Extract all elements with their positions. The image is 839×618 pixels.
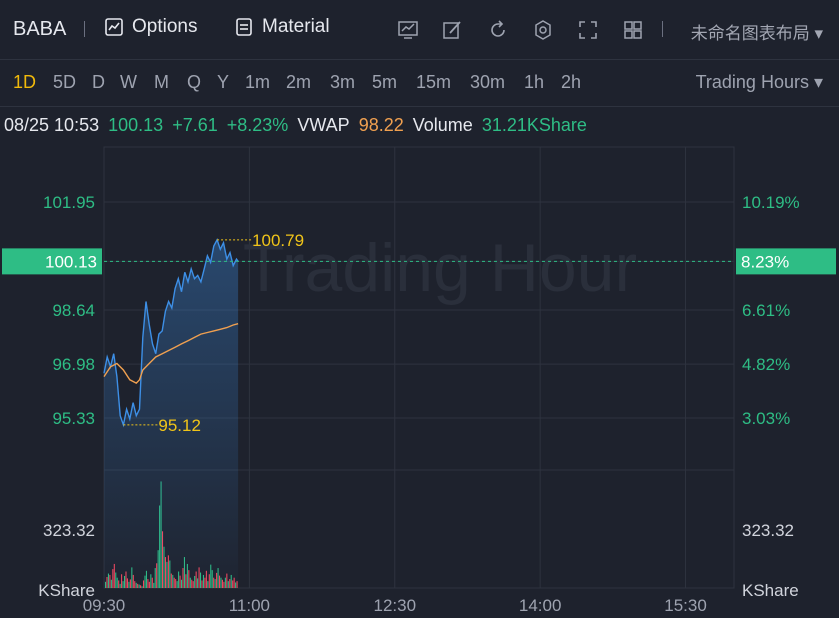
pct-tick-label: 6.61% [742,301,790,320]
draw-icon[interactable] [439,17,465,43]
volume-unit-left: KShare [38,581,95,600]
pct-tick-label: 3.03% [742,409,790,428]
options-chart-icon [105,18,123,36]
toolbar-divider [84,21,85,37]
current-price-label: 100.13 [45,252,97,271]
layout-grid-icon[interactable] [620,17,646,43]
period-1d[interactable]: 1D [13,72,37,92]
period-3m[interactable]: 3m [330,72,356,92]
time-tick-label: 11:00 [229,596,270,615]
vwap-value: 98.22 [358,115,404,135]
low-label: 95.12 [158,416,201,435]
time-tick-label: 14:00 [519,596,562,615]
top-toolbar: BABA Options Material 未命名图表布局 ▾ [0,0,839,60]
material-button[interactable]: Material [234,16,330,38]
undo-icon[interactable] [485,17,511,43]
price-area-fill [104,239,239,589]
period-m[interactable]: M [154,72,169,92]
time-tick-label: 09:30 [83,596,126,615]
period-5d[interactable]: 5D [53,72,77,92]
volume-label: Volume [412,115,473,135]
pct-tick-label: 4.82% [742,355,790,374]
fullscreen-icon[interactable] [575,17,601,43]
period-d[interactable]: D [92,72,105,92]
toolbar-divider [662,21,663,37]
period-15m[interactable]: 15m [416,72,452,92]
ticker-symbol[interactable]: BABA [13,18,67,40]
current-price-tag [2,248,102,275]
price-tick-label: 96.98 [52,355,95,374]
volume-value: 31.21KShare [481,115,587,135]
time-tick-label: 12:30 [373,596,416,615]
options-button[interactable]: Options [104,16,197,38]
period-bar: 1D 5D D W M Q Y 1m 2m 3m 5m 15m 30m 1h 2h Trading Hour… [0,60,839,107]
material-label: Material [262,16,330,37]
period-1m[interactable]: 1m [245,72,271,92]
period-30m[interactable]: 30m [470,72,506,92]
pct-tick-label: 10.19% [742,193,800,212]
watermark-text: Trading Hour [243,230,637,306]
vwap-label: VWAP [297,115,350,135]
layout-name-dropdown[interactable]: 未命名图表布局 ▾ [690,24,823,43]
quote-change-pct: +8.23% [226,115,289,135]
chart-settings-icon[interactable] [395,17,421,43]
period-2h[interactable]: 2h [561,72,582,92]
high-label: 100.79 [252,231,304,250]
document-icon [236,18,252,36]
volume-tick-left: 323.32 [43,521,95,540]
options-label: Options [132,16,198,37]
vwap-line [103,323,239,384]
period-y[interactable]: Y [217,72,230,92]
price-tick-label: 98.64 [52,301,95,320]
price-tick-label: 95.33 [52,409,95,428]
volume-unit-right: KShare [742,581,799,600]
period-2m[interactable]: 2m [286,72,312,92]
quote-change: +7.61 [172,115,218,135]
period-q[interactable]: Q [187,72,202,92]
price-tick-label: 101.95 [43,193,95,212]
period-1h[interactable]: 1h [524,72,545,92]
quote-datetime: 08/25 10:53 [4,115,100,135]
time-tick-label: 15:30 [664,596,707,615]
period-5m[interactable]: 5m [372,72,398,92]
current-pct-tag [736,248,836,275]
quote-info-bar: 08/25 10:53 100.13 +7.61 +8.23% VWAP 98.… [4,115,591,136]
gear-icon[interactable] [530,17,556,43]
quote-price: 100.13 [108,115,164,135]
period-w[interactable]: W [120,72,137,92]
current-pct-label: 8.23% [741,252,789,271]
volume-tick-right: 323.32 [742,521,794,540]
trading-hours-dropdown[interactable]: Trading Hours ▾ [695,72,823,92]
